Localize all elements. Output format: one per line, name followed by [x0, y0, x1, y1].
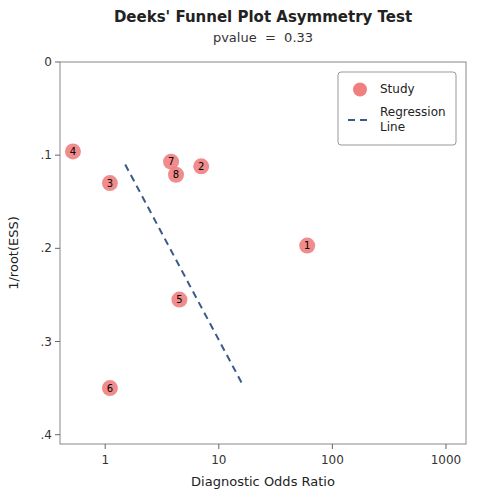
y-tick [55, 434, 60, 435]
point-labels: 4 3 7 8 2 1 5 6 [70, 146, 311, 394]
title: Deeks' Funnel Plot Asymmetry Test [114, 8, 412, 26]
legend-swatch [348, 119, 372, 121]
y-tick [55, 155, 60, 156]
study-point [299, 238, 315, 254]
legend-entry: Study [380, 82, 415, 96]
regression-line [125, 164, 242, 383]
study-point [171, 292, 187, 308]
point-label: 5 [176, 294, 182, 305]
point-label: 6 [107, 383, 113, 394]
legend-box [338, 72, 456, 145]
legend-entry: RegressionLine [380, 105, 446, 134]
x-tick-label: 1000 [431, 453, 462, 467]
plot-frame [60, 62, 466, 444]
study-point [102, 380, 118, 396]
y-tick-label: .2 [41, 241, 52, 255]
x-tick [332, 444, 333, 449]
y-tick-label: .4 [41, 428, 52, 442]
point-label: 3 [107, 178, 113, 189]
study-point [193, 158, 209, 174]
x-tick [218, 444, 219, 449]
x-tick [445, 444, 446, 449]
point-label: 4 [70, 146, 76, 157]
study-point [65, 143, 81, 159]
study-point [168, 167, 184, 183]
point-label: 7 [168, 156, 174, 167]
subtitle: pvalue = 0.33 [213, 30, 313, 45]
x-tick-label: 1 [101, 453, 109, 467]
x-tick-label: 100 [321, 453, 344, 467]
y-tick-label: 0 [44, 55, 52, 69]
y-tick-label: .3 [41, 335, 52, 349]
x-tick [105, 444, 106, 449]
y-tick-label: .1 [41, 148, 52, 162]
point-label: 2 [198, 161, 204, 172]
y-tick [55, 341, 60, 342]
plot-area [65, 143, 315, 396]
y-tick [55, 62, 60, 63]
point-label: 1 [304, 240, 310, 251]
chart: Deeks' Funnel Plot Asymmetry Test pvalue … [0, 0, 482, 500]
study-point [102, 175, 118, 191]
point-label: 8 [173, 169, 179, 180]
legend: Study RegressionLine [338, 72, 456, 145]
x-axis-label: Diagnostic Odds Ratio [191, 474, 335, 489]
legend-swatch [353, 83, 367, 97]
y-axis-label: 1/root(ESS) [6, 216, 21, 290]
y-tick [55, 248, 60, 249]
x-tick-label: 10 [211, 453, 226, 467]
